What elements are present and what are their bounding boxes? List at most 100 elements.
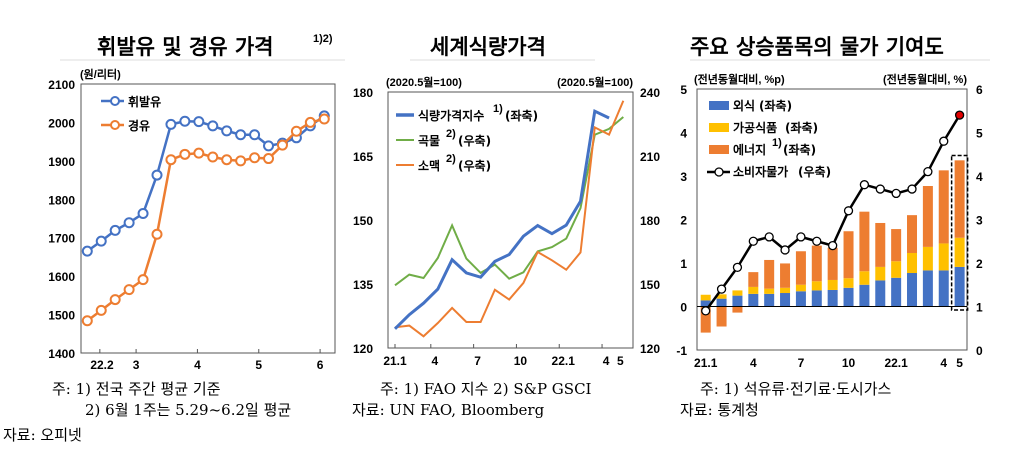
- chart2-x-tick-label: 21.1: [383, 354, 407, 368]
- chart3-x-tick-label: 7: [798, 356, 805, 370]
- chart3-legend-axis-note-0: (좌축): [759, 98, 792, 113]
- chart3-bar-processed-food: [748, 286, 759, 294]
- chart1-y-tick-label: 1700: [48, 232, 75, 246]
- chart3-right-y-tick-label: 6: [976, 83, 983, 97]
- chart2-right-y-tick-label: 150: [640, 278, 660, 292]
- chart3-x-tick-label: 22.1: [884, 356, 908, 370]
- chart3-bar-dining-out: [843, 287, 854, 307]
- chart1-point-1: [263, 153, 275, 165]
- chart3-bar-processed-food: [811, 281, 822, 291]
- chart3-bar-energy: [875, 222, 886, 267]
- chart3-left-y-tick-label: 2: [680, 214, 687, 228]
- chart3-legend-swatch-2: [709, 145, 729, 154]
- chart1-point-0: [123, 217, 135, 229]
- chart3-cpi-point: [891, 188, 901, 199]
- chart1-x-tick-label: 6: [317, 358, 324, 372]
- chart3-bar-energy: [938, 170, 949, 244]
- chart2-plot-frame: [387, 91, 634, 349]
- chart1-y-tick-label: 1900: [48, 155, 75, 169]
- chart2-note: 주: 1) FAO 지수 2) S&P GSCI: [380, 380, 592, 398]
- chart1-point-1: [165, 154, 177, 166]
- chart2-left-y-tick-label: 180: [353, 86, 373, 100]
- chart2-series-line-1: [394, 116, 624, 287]
- chart2-x-tick-label: 5: [617, 354, 624, 368]
- chart1-point-1: [318, 113, 330, 125]
- chart3-legend-label-cpi: 소비자물가: [733, 164, 788, 179]
- chart1-series-line-1: [86, 117, 325, 322]
- chart1-point-0: [249, 129, 261, 141]
- chart3-cpi-point: [875, 184, 885, 194]
- chart3-left-y-tick-label: 3: [680, 170, 687, 184]
- chart3-bar-processed-food: [795, 284, 806, 292]
- chart1-point-1: [123, 284, 135, 296]
- chart2-left-y-tick-label: 135: [353, 278, 373, 292]
- chart1-point-1: [290, 125, 302, 137]
- chart1-point-1: [193, 147, 205, 159]
- chart3-right-y-tick-label: 4: [976, 170, 983, 184]
- chart3-right-y-tick-label: 5: [976, 127, 983, 141]
- chart3-right-unit-label: (전년동월대비, %): [883, 72, 967, 86]
- chart2-x-tick-label: 22.1: [552, 354, 576, 368]
- chart3-x-tick-label: 5: [956, 356, 963, 370]
- chart3-cpi-point: [907, 184, 917, 194]
- chart2-right-y-tick-label: 210: [640, 150, 660, 164]
- chart1-y-tick-label: 1600: [48, 270, 75, 284]
- chart3-legend-footnote-marker-2: 1): [772, 137, 782, 149]
- chart2-right-y-tick-label: 120: [640, 342, 660, 356]
- chart2-legend-axis-note-1: (우축): [458, 133, 491, 148]
- chart3-bar-processed-food: [907, 252, 918, 274]
- chart1-note-2: 2) 6월 1주는 5.29~6.2일 평균: [85, 401, 291, 419]
- chart3-bar-dining-out: [780, 293, 791, 307]
- chart1-point-0: [151, 169, 163, 181]
- chart3-bar-energy: [764, 259, 775, 289]
- chart3-cpi-point: [780, 245, 790, 255]
- chart3-cpi-latest-point: [954, 110, 965, 120]
- chart3-cpi-point: [796, 232, 806, 242]
- chart2-legend-axis-note-0: (좌축): [505, 108, 538, 123]
- chart3-right-y-tick-label: 0: [976, 344, 983, 358]
- chart3-bar-processed-food: [827, 279, 838, 290]
- chart2-title: 세계식량가격: [430, 34, 546, 59]
- chart3-bar-energy: [843, 231, 854, 279]
- chart2-legend-label-0: 식량가격지수: [418, 108, 484, 123]
- chart3-cpi-point: [748, 236, 758, 246]
- chart1-point-1: [95, 304, 107, 316]
- chart1-point-0: [81, 245, 93, 257]
- chart3-cpi-point: [701, 306, 711, 316]
- chart1-legend-marker-1: [110, 120, 120, 130]
- chart3-highlight-box: [950, 154, 969, 311]
- chart3-legend-axis-note-cpi: (우축): [798, 164, 831, 179]
- chart3-cpi-point: [843, 206, 854, 216]
- chart3-bar-energy: [922, 186, 933, 247]
- chart1-point-0: [193, 116, 205, 128]
- chart2-x-tick-label: 7: [474, 354, 481, 368]
- chart3-right-y-tick-label: 1: [976, 301, 983, 315]
- chart3-bar-processed-food: [891, 261, 902, 278]
- chart1-point-1: [249, 152, 261, 164]
- chart2-right-y-tick-label: 180: [640, 214, 660, 228]
- chart2-series-line-2: [394, 100, 625, 338]
- chart3-bar-dining-out: [748, 293, 759, 307]
- chart3-x-tick-label: 10: [842, 356, 856, 370]
- chart1-source: 자료: 오피넷: [3, 426, 82, 444]
- chart3-left-y-tick-label: 5: [680, 83, 687, 97]
- chart3-legend-swatch-1: [709, 123, 729, 132]
- chart3-left-y-tick-label: 0: [680, 301, 687, 315]
- chart3-legend-label-1: 가공식품: [733, 120, 777, 135]
- chart3-bar-dining-out: [907, 273, 918, 307]
- chart3-bar-energy: [811, 245, 822, 282]
- chart3-cpi-point: [859, 180, 870, 190]
- chart1-point-1: [276, 139, 288, 151]
- chart2-left-y-tick-label: 120: [353, 342, 373, 356]
- chart1-x-tick-label: 22.2: [90, 358, 114, 372]
- chart1-unit-label: (원/리터): [80, 67, 121, 81]
- chart1-point-1: [207, 151, 219, 163]
- chart3-legend-axis-note-2: (좌축): [783, 142, 816, 157]
- chart3-legend-axis-note-1: (좌축): [785, 120, 818, 135]
- chart3-bar-dining-out: [716, 298, 727, 307]
- chart3-bar-processed-food: [700, 294, 711, 301]
- chart3-bar-energy: [827, 247, 838, 280]
- chart2-left-y-tick-label: 150: [353, 214, 373, 228]
- chart3-bar-dining-out: [827, 289, 838, 307]
- chart2-right-unit-label: (2020.5월=100): [557, 75, 633, 89]
